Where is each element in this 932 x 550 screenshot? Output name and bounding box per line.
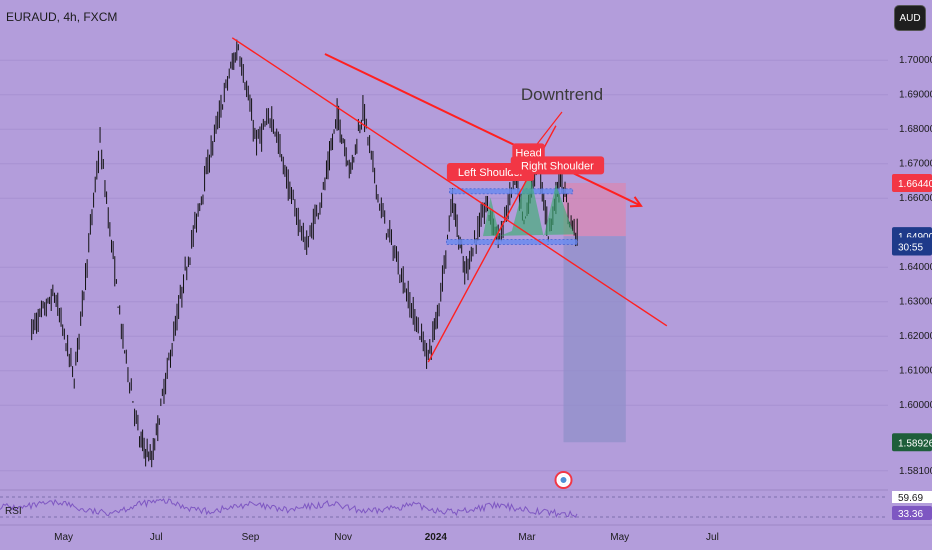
rsi-tag-box	[892, 506, 932, 520]
annotation-label: Head	[515, 147, 541, 159]
x-tick-label: Mar	[518, 532, 536, 543]
price-tag-label: 1.66440	[898, 179, 932, 190]
neckline-band-0	[449, 188, 574, 195]
y-tick-label: 1.63000	[899, 297, 932, 308]
rsi-label: RSI	[5, 506, 22, 517]
trendline-0	[231, 37, 668, 327]
price-tag-label: 30:55	[898, 243, 923, 254]
y-tick-label: 1.67000	[899, 159, 932, 170]
replay-marker-ring	[556, 473, 571, 487]
x-tick-label: 2024	[425, 532, 448, 543]
replay-marker-ring	[554, 471, 573, 489]
x-tick-label: May	[610, 532, 629, 543]
neckline-band-1	[446, 239, 578, 246]
rsi-value-label: 33.36	[898, 509, 923, 520]
pattern-layer	[446, 167, 578, 246]
replay-marker-ring	[558, 475, 569, 485]
annotation-box	[510, 156, 605, 175]
price-tag-box	[892, 433, 932, 452]
price-axis-background	[888, 0, 932, 550]
x-tick-label: Nov	[334, 532, 352, 543]
x-tick-label: Jul	[150, 532, 163, 543]
downtrend-label: Downtrend	[521, 85, 603, 104]
y-tick-label: 1.69000	[899, 90, 932, 101]
annotation-label: Left Shoulder	[458, 167, 524, 179]
candles	[31, 39, 578, 468]
y-tick-label: 1.62000	[899, 331, 932, 342]
rsi-pane: RSI	[0, 489, 932, 522]
symbol-label: EURAUD, 4h, FXCM	[6, 10, 118, 24]
annotation-label: Right Shoulder	[521, 160, 594, 172]
y-tick-label: 1.61000	[899, 366, 932, 377]
rsi-line	[0, 498, 578, 519]
downtrend-arrowhead	[629, 196, 643, 208]
y-tick-label: 1.64000	[899, 262, 932, 273]
head-shoulders-pattern	[482, 167, 575, 237]
y-tick-label: 1.68000	[899, 124, 932, 135]
currency-button[interactable]: AUD	[894, 5, 926, 31]
y-tick-label: 1.58100	[899, 466, 932, 477]
price-tag-box	[892, 237, 932, 256]
rsi-value-label: 59.69	[898, 493, 923, 504]
take-profit-zone	[563, 236, 626, 443]
x-tick-label: Sep	[242, 532, 260, 543]
rsi-tag-box	[892, 491, 932, 503]
x-tick-label: Jul	[706, 532, 719, 543]
y-tick-label: 1.70000	[899, 55, 932, 66]
trendline-1	[324, 53, 642, 207]
price-tag-label: 1.58926	[898, 438, 932, 449]
position-zones	[563, 183, 626, 443]
y-tick-label: 1.66000	[899, 193, 932, 204]
price-tag-box	[892, 174, 932, 193]
y-tick-label: 1.60000	[899, 400, 932, 411]
x-tick-label: May	[54, 532, 73, 543]
